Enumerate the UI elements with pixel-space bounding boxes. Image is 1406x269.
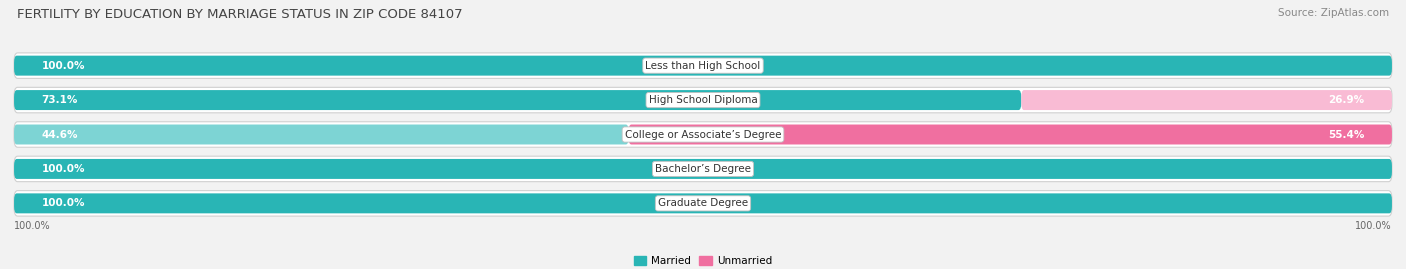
Text: Source: ZipAtlas.com: Source: ZipAtlas.com <box>1278 8 1389 18</box>
Text: Less than High School: Less than High School <box>645 61 761 71</box>
Text: Graduate Degree: Graduate Degree <box>658 198 748 208</box>
Text: 55.4%: 55.4% <box>1329 129 1364 140</box>
FancyBboxPatch shape <box>14 125 628 144</box>
Text: 44.6%: 44.6% <box>42 129 79 140</box>
Text: 100.0%: 100.0% <box>42 164 86 174</box>
Text: 26.9%: 26.9% <box>1329 95 1364 105</box>
FancyBboxPatch shape <box>14 193 1392 213</box>
Text: 100.0%: 100.0% <box>1355 221 1392 231</box>
FancyBboxPatch shape <box>14 87 1392 113</box>
Text: FERTILITY BY EDUCATION BY MARRIAGE STATUS IN ZIP CODE 84107: FERTILITY BY EDUCATION BY MARRIAGE STATU… <box>17 8 463 21</box>
Text: Bachelor’s Degree: Bachelor’s Degree <box>655 164 751 174</box>
Text: College or Associate’s Degree: College or Associate’s Degree <box>624 129 782 140</box>
FancyBboxPatch shape <box>14 56 1392 76</box>
Text: 73.1%: 73.1% <box>42 95 77 105</box>
Text: 100.0%: 100.0% <box>42 198 86 208</box>
FancyBboxPatch shape <box>1021 90 1392 110</box>
Legend: Married, Unmarried: Married, Unmarried <box>630 252 776 269</box>
FancyBboxPatch shape <box>14 53 1392 78</box>
FancyBboxPatch shape <box>628 125 1392 144</box>
FancyBboxPatch shape <box>14 191 1392 216</box>
Text: High School Diploma: High School Diploma <box>648 95 758 105</box>
Text: 100.0%: 100.0% <box>42 61 86 71</box>
FancyBboxPatch shape <box>14 90 1021 110</box>
Text: 100.0%: 100.0% <box>14 221 51 231</box>
FancyBboxPatch shape <box>14 122 1392 147</box>
FancyBboxPatch shape <box>14 159 1392 179</box>
FancyBboxPatch shape <box>14 156 1392 182</box>
